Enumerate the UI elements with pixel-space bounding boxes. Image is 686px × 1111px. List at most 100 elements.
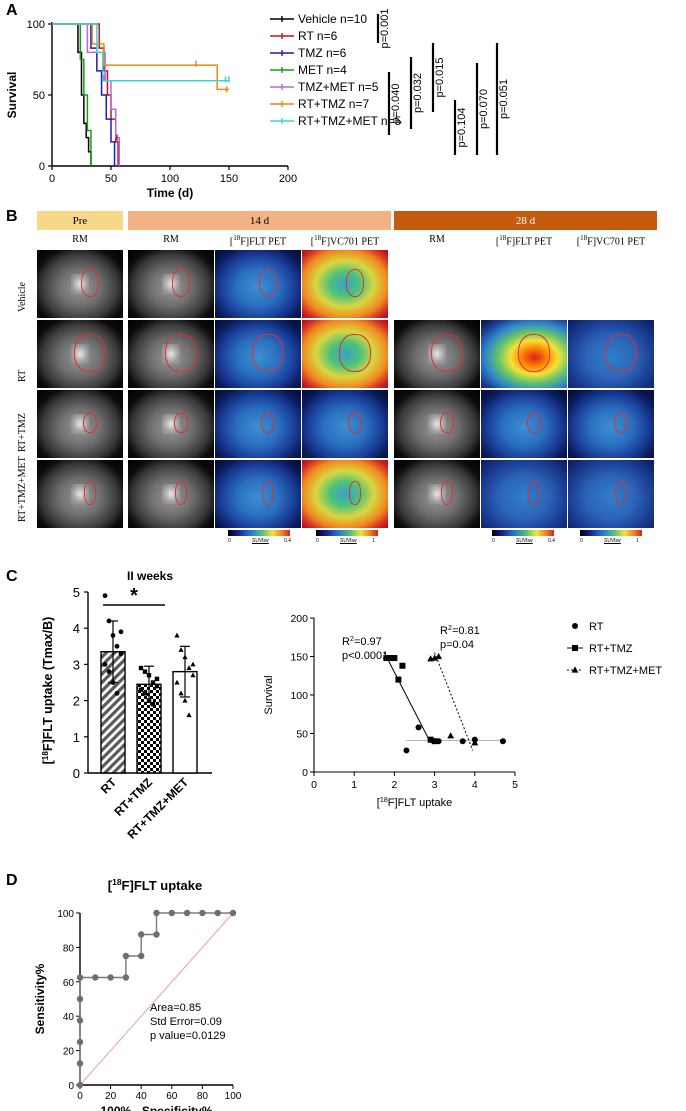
y-tick-label: 20 (63, 1047, 75, 1058)
km-curve-0 (52, 23, 92, 166)
y-tick-label: 0 (39, 161, 45, 173)
km-curve-5 (52, 23, 229, 91)
data-point (102, 593, 108, 599)
x-tick-label: 100 (161, 173, 179, 185)
data-point (190, 672, 196, 678)
scatter-point-1 (431, 738, 438, 745)
colorbar-min-label: 0 (492, 538, 495, 544)
x-tick-label: 150 (220, 173, 238, 185)
colorbar-max-label: 0.4 (284, 538, 291, 544)
roc-point (92, 974, 99, 981)
y-axis-label: [18F]FLT uptake (Tmax/B) (41, 617, 56, 765)
column-label-1: RM (163, 234, 179, 245)
tumor-roi (605, 334, 637, 372)
y-tick-label: 2 (73, 694, 80, 709)
pvalue-label-0: p=0.001 (379, 8, 391, 48)
panel-d-title: [18F]FLT uptake (108, 877, 202, 893)
data-point (178, 690, 184, 696)
roc-point (168, 909, 175, 917)
panel-letter-c: C (6, 568, 18, 585)
data-point (118, 651, 124, 656)
data-point (174, 632, 180, 638)
tumor-roi (252, 334, 284, 372)
y-tick-label: 0 (73, 766, 80, 781)
colorbar-unit-label: SUVbw (340, 538, 357, 544)
column-label-5: [18F]FLT PET (495, 234, 553, 248)
roc-point (107, 974, 114, 981)
x-tick-label: 0 (49, 173, 55, 185)
header-14d: 14 d (128, 211, 391, 230)
data-point (178, 647, 184, 652)
y-tick-label: 50 (33, 90, 45, 102)
colorbar-0 (228, 530, 290, 536)
roc-point (183, 909, 191, 917)
roc-stderr-label: Std Error=0.09 (150, 1016, 222, 1028)
kaplan-meier-chart: 0 50 100 150 200 0 50 100 Survival Time (d) Vehicl… (5, 8, 510, 200)
x-tick-label: 50 (105, 173, 117, 185)
colorbar-unit-label: SUVbw (252, 538, 269, 544)
colorbar-unit-label: SUVbw (604, 538, 621, 544)
data-point (190, 661, 196, 667)
tumor-roi (83, 413, 97, 433)
y-tick-label: 100 (27, 19, 45, 31)
image-tile-2-0 (37, 390, 123, 458)
legend-label-2: TMZ n=6 (298, 46, 347, 60)
tumor-roi (81, 269, 99, 297)
km-curve-2 (52, 23, 116, 166)
image-tile-3-5 (481, 460, 567, 528)
image-tile-2-5 (481, 390, 567, 458)
image-tile-3-1 (128, 460, 214, 528)
panel-letter-a: A (6, 2, 18, 19)
data-point (146, 673, 152, 678)
row-label-0: Vehicle (17, 282, 28, 312)
legend-label-1: RT+TMZ (589, 643, 633, 655)
data-point (118, 629, 124, 635)
tumor-roi (261, 413, 275, 433)
regression-line-rt-tmz-met (434, 652, 474, 751)
pvalue-label-2: p=0.032 (412, 73, 424, 113)
y-tick-label: 60 (63, 978, 75, 989)
data-point (102, 662, 108, 667)
y-axis-label: Survival (5, 72, 19, 119)
panel-c-subtitle: II weeks (127, 570, 173, 583)
y-tick-label: 0 (302, 767, 308, 779)
roc-point (138, 952, 145, 960)
scatter-point-1 (391, 655, 398, 662)
x-tick-label: 40 (136, 1091, 148, 1102)
colorbar-1 (316, 530, 378, 536)
colorbar-min-label: 0 (580, 538, 583, 544)
legend-label-6: RT+TMZ+MET n=5 (298, 114, 402, 128)
row-label-1: RT (17, 369, 28, 382)
image-tile-0-2 (215, 250, 301, 318)
data-point (150, 680, 156, 685)
x-tick-label: 2 (391, 779, 397, 791)
tumor-roi (172, 269, 190, 297)
tumor-roi (346, 269, 364, 297)
x-tick-label: 80 (197, 1091, 209, 1102)
roc-point (138, 931, 145, 938)
colorbar-3 (580, 530, 642, 536)
tumor-roi (431, 334, 463, 372)
roc-point (76, 1017, 84, 1024)
scatter-point-1 (395, 676, 402, 683)
x-tick-label: 20 (105, 1091, 117, 1102)
data-point (174, 679, 180, 685)
x-tick-label: 1 (351, 779, 357, 791)
colorbar-max-label: 0.4 (548, 538, 555, 544)
legend-label-3: MET n=4 (298, 63, 347, 77)
data-point (114, 690, 120, 696)
tumor-roi (348, 413, 362, 433)
image-tile-3-4 (394, 460, 480, 528)
row-label-3: RT+TMZ+MET (17, 456, 28, 522)
image-tile-3-2 (215, 460, 301, 528)
legend-label-2: RT+TMZ+MET (589, 665, 662, 677)
regression-line-rt-tmz (383, 652, 432, 743)
x-tick-label: 3 (432, 779, 438, 791)
colorbar-max-label: 1 (636, 538, 639, 544)
tumor-roi (174, 413, 188, 433)
colorbar-min-label: 0 (228, 538, 231, 544)
data-point (138, 687, 144, 692)
y-axis-label: Survival (263, 675, 275, 714)
data-point (110, 680, 116, 685)
data-point (142, 669, 148, 674)
